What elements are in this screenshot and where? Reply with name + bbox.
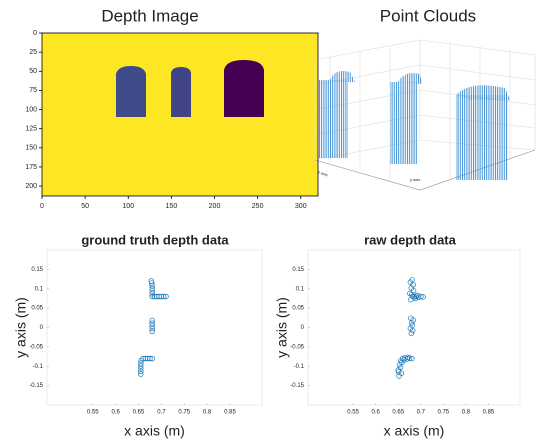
x-tick-label: 0.65 [133, 410, 145, 416]
y-tick-label: 0.05 [31, 306, 43, 312]
x-tick-label: 0.8 [462, 410, 471, 416]
x-tick-label: 0.55 [87, 410, 99, 416]
y-tick-label: 0.05 [292, 306, 304, 312]
point-cloud [456, 95, 508, 180]
x-axis-label: x axis [317, 169, 328, 177]
chart-title: Point Clouds [380, 6, 476, 25]
y-tick-label: -0.1 [294, 364, 305, 370]
x-axis-label: x axis (m) [384, 423, 445, 439]
x-tick-label: 50 [81, 203, 89, 210]
x-tick-label: 0.85 [224, 410, 236, 416]
y-tick-label: -0.05 [290, 344, 304, 350]
y-axis-label: y axis (m) [13, 297, 29, 358]
x-axis-label: x axis (m) [124, 423, 185, 439]
x-tick-label: 0.7 [157, 410, 166, 416]
x-tick-label: 0.6 [111, 410, 120, 416]
y-tick-label: 125 [25, 126, 37, 133]
object-blob [224, 60, 264, 117]
point-cloud [330, 71, 355, 82]
chart-title: ground truth depth data [81, 232, 229, 247]
x-tick-label: 0.55 [347, 410, 359, 416]
y-tick-label: 200 [25, 183, 37, 190]
y-tick-label: -0.1 [33, 364, 44, 370]
point-cloud [390, 82, 418, 164]
y-tick-label: 50 [29, 68, 37, 75]
x-tick-label: 0.7 [417, 410, 426, 416]
x-tick-label: 0.6 [371, 410, 380, 416]
x-tick-label: 0.85 [483, 410, 495, 416]
y-tick-label: 0 [40, 325, 44, 331]
y-tick-label: 0.1 [296, 286, 305, 292]
y-tick-label: 0.15 [31, 267, 43, 273]
y-tick-label: 0 [33, 30, 37, 37]
y-tick-label: 0 [301, 325, 305, 331]
x-tick-label: 0 [40, 203, 44, 210]
y-tick-label: 0.15 [292, 267, 304, 273]
y-axis-label: y axis (m) [274, 297, 290, 358]
y-tick-label: 25 [29, 49, 37, 56]
y-tick-label: -0.15 [290, 383, 304, 389]
y-tick-label: 0.1 [35, 286, 44, 292]
x-tick-label: 200 [209, 203, 221, 210]
point-cloud [318, 80, 348, 158]
y-tick-label: 75 [29, 87, 37, 94]
y-tick-label: 175 [25, 164, 37, 171]
object-blob [116, 66, 146, 117]
x-tick-label: 0.75 [437, 410, 449, 416]
chart-title: Depth Image [101, 6, 198, 25]
object-blob [171, 67, 191, 117]
x-tick-label: 0.75 [178, 410, 190, 416]
x-tick-label: 0.8 [203, 410, 212, 416]
x-tick-label: 300 [295, 203, 307, 210]
y-tick-label: 150 [25, 145, 37, 152]
x-tick-label: 150 [166, 203, 178, 210]
x-tick-label: 250 [252, 203, 264, 210]
depth-image [42, 33, 318, 196]
x-tick-label: 100 [122, 203, 134, 210]
figure: Depth Image 0 50 100 150 200 250 300 0 25 50 75 100 1… [0, 0, 540, 443]
point-cloud-plot [315, 40, 535, 190]
y-tick-label: -0.05 [29, 344, 43, 350]
chart-title: raw depth data [364, 232, 457, 247]
y-axis-label: y axis [410, 177, 420, 182]
y-tick-label: -0.15 [29, 383, 43, 389]
point-cloud [456, 85, 510, 100]
y-tick-label: 100 [25, 106, 37, 113]
x-tick-label: 0.65 [392, 410, 404, 416]
